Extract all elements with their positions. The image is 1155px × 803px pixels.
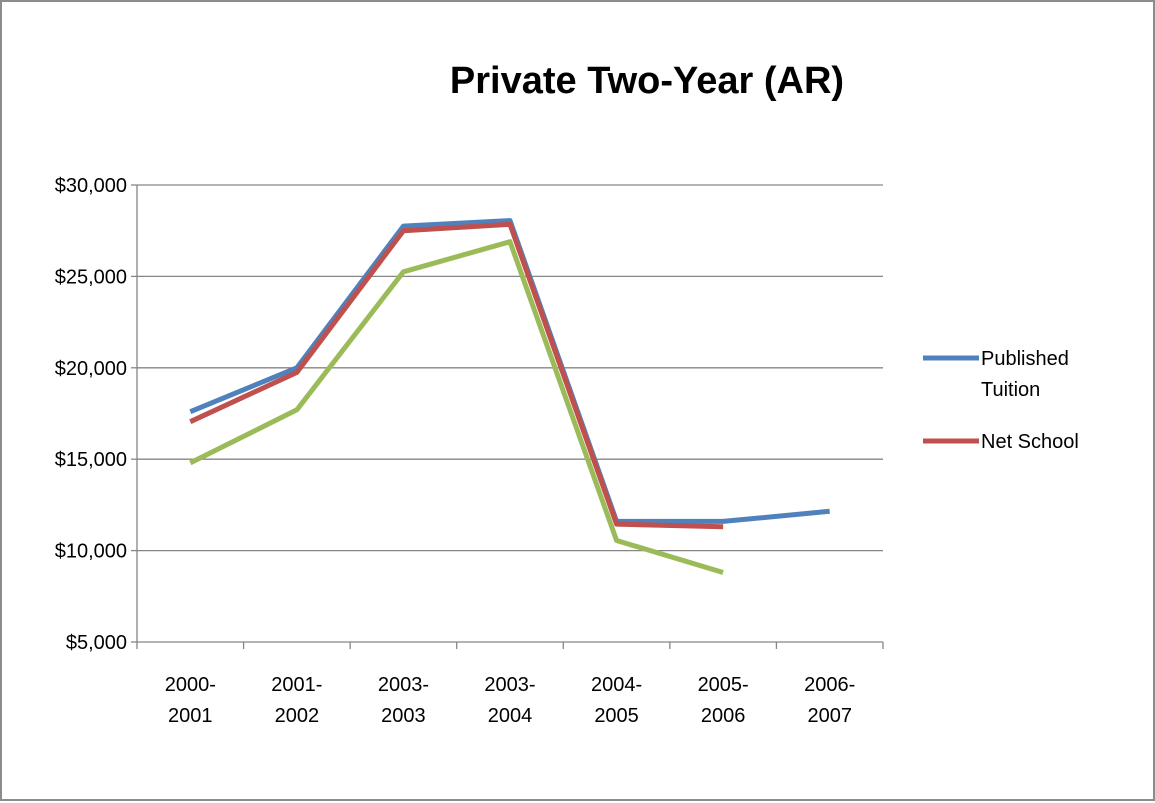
legend-layer: Published Tuition Net School: [923, 348, 1079, 453]
y-tick-label: $10,000: [55, 541, 127, 563]
x-tick-label: 2004-2005: [591, 674, 642, 727]
series-line-3: [189, 239, 724, 575]
y-tick-label: $30,000: [55, 175, 127, 197]
y-tick-label: $25,000: [55, 266, 127, 288]
x-tick-label: 2001-2002: [271, 674, 322, 727]
y-tick-label: $20,000: [55, 358, 127, 380]
x-tick-label: 2000-2001: [165, 674, 216, 727]
legend-label: Net School: [981, 431, 1079, 453]
y-tick-label: $15,000: [55, 449, 127, 471]
y-tick-label: $5,000: [66, 632, 127, 654]
series-line-2: [189, 221, 724, 530]
legend-label: Published Tuition: [981, 348, 1069, 401]
x-tick-label: 2006-2007: [804, 674, 855, 727]
x-tick-label: 2003-2003: [378, 674, 429, 727]
x-tick-label: 2005-2006: [698, 674, 749, 727]
series-line-1: [189, 218, 830, 524]
axis-layer: $5,000 $10,000 $15,000 $20,000 $25,000 $30,00…: [55, 175, 884, 727]
grid-layer: [137, 184, 883, 643]
chart-title: Private Two-Year (AR): [450, 60, 844, 102]
series-layer: [189, 218, 830, 575]
x-tick-label: 2003-2004: [484, 674, 535, 727]
